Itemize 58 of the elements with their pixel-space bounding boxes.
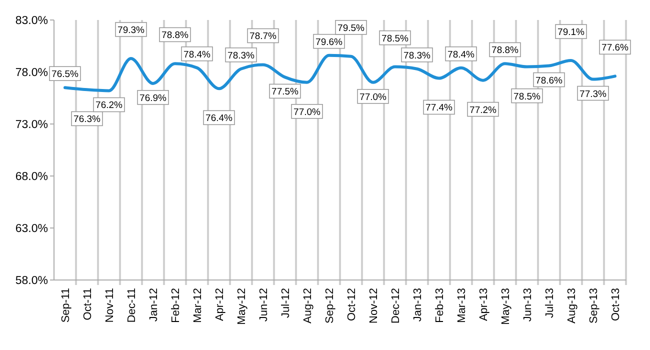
data-label: 78.5% — [514, 91, 542, 102]
x-tick-label: Jun-13 — [522, 288, 534, 322]
data-label: 78.3% — [404, 50, 432, 62]
data-label: 79.5% — [338, 22, 366, 34]
y-tick-label: 83.0% — [15, 15, 48, 27]
data-label: 78.6% — [536, 75, 564, 86]
x-tick-label: Sep-13 — [588, 288, 600, 324]
x-tick-label: Sep-12 — [324, 288, 336, 324]
data-label: 76.2% — [96, 100, 124, 112]
x-tick-label: Feb-12 — [170, 288, 182, 323]
y-tick-label: 58.0% — [15, 275, 48, 287]
x-tick-label: Dec-12 — [390, 288, 402, 324]
x-tick-label: May-12 — [236, 288, 248, 325]
data-label: 78.5% — [382, 33, 410, 44]
data-label: 78.4% — [448, 49, 476, 60]
data-label: 78.4% — [184, 49, 212, 60]
data-label: 76.3% — [74, 114, 102, 126]
data-label: 78.3% — [228, 50, 256, 62]
data-label: 78.8% — [162, 30, 190, 42]
x-tick-label: Apr-12 — [214, 288, 226, 322]
y-tick-label: 63.0% — [15, 223, 48, 235]
x-tick-label: Dec-11 — [126, 288, 138, 323]
data-label: 79.3% — [118, 24, 146, 36]
x-tick-label: Jan-12 — [148, 288, 160, 322]
x-tick-label: Oct-11 — [82, 288, 94, 320]
y-tick-label: 68.0% — [15, 171, 48, 183]
data-label: 77.2% — [470, 104, 498, 116]
x-tick-label: Jul-12 — [280, 288, 292, 318]
x-tick-label: Nov-12 — [368, 288, 380, 324]
x-tick-label: Oct-12 — [346, 288, 358, 322]
x-tick-label: Apr-13 — [478, 288, 490, 322]
x-tick-label: Aug-13 — [566, 288, 578, 324]
data-label: 79.1% — [558, 27, 586, 38]
y-tick-label: 78.0% — [15, 67, 48, 79]
data-label: 77.0% — [360, 92, 388, 103]
data-label: 78.8% — [492, 45, 520, 56]
data-label: 76.9% — [140, 92, 168, 104]
data-label: 77.4% — [426, 102, 454, 114]
x-tick-label: Feb-13 — [434, 288, 446, 323]
x-tick-label: Aug-12 — [302, 288, 314, 324]
data-label: 77.3% — [580, 88, 608, 100]
x-tick-label: Nov-11 — [104, 288, 116, 323]
x-tick-label: Mar-13 — [456, 288, 468, 323]
data-label: 77.6% — [602, 42, 630, 54]
data-label: 78.7% — [250, 31, 278, 42]
x-tick-label: Jul-13 — [544, 288, 556, 318]
data-label: 76.5% — [52, 69, 80, 80]
x-tick-label: Jun-12 — [258, 288, 270, 322]
data-label: 77.5% — [272, 86, 300, 98]
data-label: 79.6% — [316, 36, 344, 48]
y-tick-label: 73.0% — [15, 119, 48, 131]
x-tick-label: Sep-11 — [60, 288, 72, 323]
x-tick-label: May-13 — [500, 288, 512, 325]
x-tick-label: Mar-12 — [192, 288, 204, 323]
x-tick-label: Oct-13 — [610, 288, 622, 322]
data-label: 77.0% — [294, 106, 322, 118]
x-tick-label: Jan-13 — [412, 288, 424, 322]
data-label: 76.4% — [206, 113, 234, 124]
